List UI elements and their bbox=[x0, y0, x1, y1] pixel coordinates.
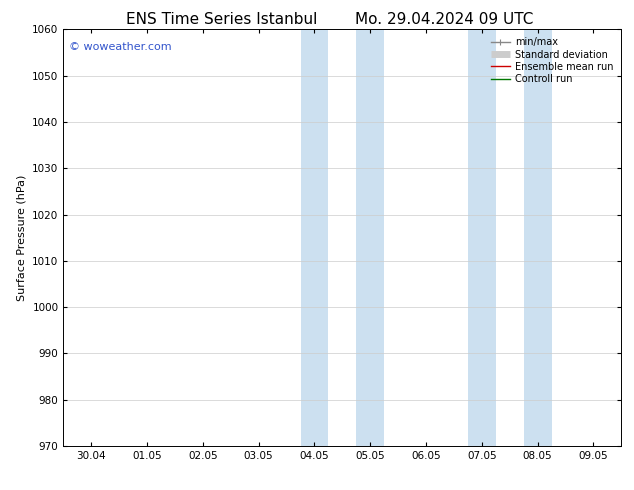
Bar bbox=[301, 29, 328, 446]
Bar bbox=[356, 29, 384, 446]
Bar bbox=[468, 29, 496, 446]
Bar bbox=[524, 29, 552, 446]
Y-axis label: Surface Pressure (hPa): Surface Pressure (hPa) bbox=[16, 174, 27, 301]
Text: © woweather.com: © woweather.com bbox=[69, 42, 172, 52]
Legend: min/max, Standard deviation, Ensemble mean run, Controll run: min/max, Standard deviation, Ensemble me… bbox=[488, 34, 616, 87]
Text: ENS Time Series Istanbul: ENS Time Series Istanbul bbox=[126, 12, 318, 27]
Text: Mo. 29.04.2024 09 UTC: Mo. 29.04.2024 09 UTC bbox=[354, 12, 533, 27]
